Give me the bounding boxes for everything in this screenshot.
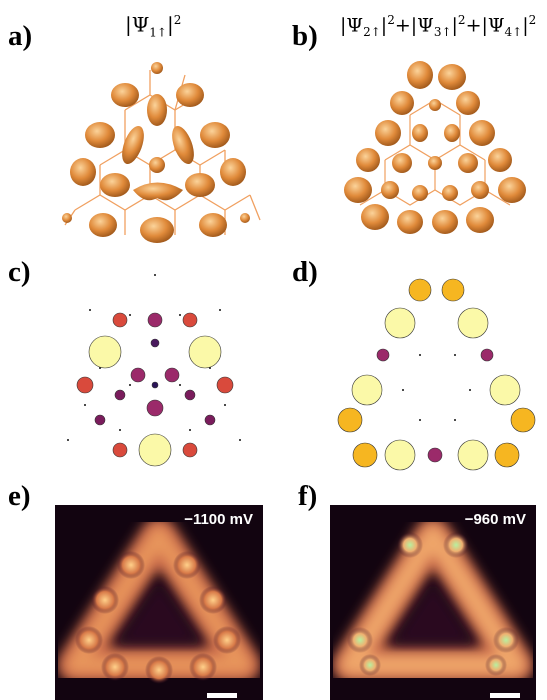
dots-d (402, 354, 471, 421)
circles-d (337, 278, 536, 471)
stm-image-f: −960 mV (330, 505, 536, 700)
scale-bar-e (207, 693, 237, 698)
site-weight-plot-d (337, 278, 536, 471)
stm-topography-f (330, 505, 536, 700)
site-weight-plot-c (67, 274, 241, 467)
bias-label-e: −1100 mV (184, 511, 253, 528)
lattice-bonds-a (64, 70, 261, 235)
caption-a: |Ψ1↑|2 (125, 12, 182, 40)
panel-label-e: e) (8, 480, 31, 512)
caption-b: |Ψ2↑|2+|Ψ3↑|2+|Ψ4↑|2 (340, 13, 537, 40)
panel-label-b: b) (292, 20, 318, 52)
scale-bar-f (490, 693, 520, 698)
orbital-plot-a (62, 62, 261, 243)
orbital-plot-b (344, 61, 526, 234)
stm-topography-e (55, 505, 263, 700)
circles-c (76, 312, 234, 467)
panel-label-f: f) (298, 480, 318, 512)
panel-label-c: c) (8, 256, 31, 288)
orbital-lobes-b (344, 61, 526, 234)
panel-label-d: d) (292, 256, 318, 288)
orbital-lobes-a (62, 62, 250, 243)
stm-image-e: −1100 mV (55, 505, 263, 700)
bias-label-f: −960 mV (464, 511, 526, 528)
panel-label-a: a) (8, 20, 33, 52)
